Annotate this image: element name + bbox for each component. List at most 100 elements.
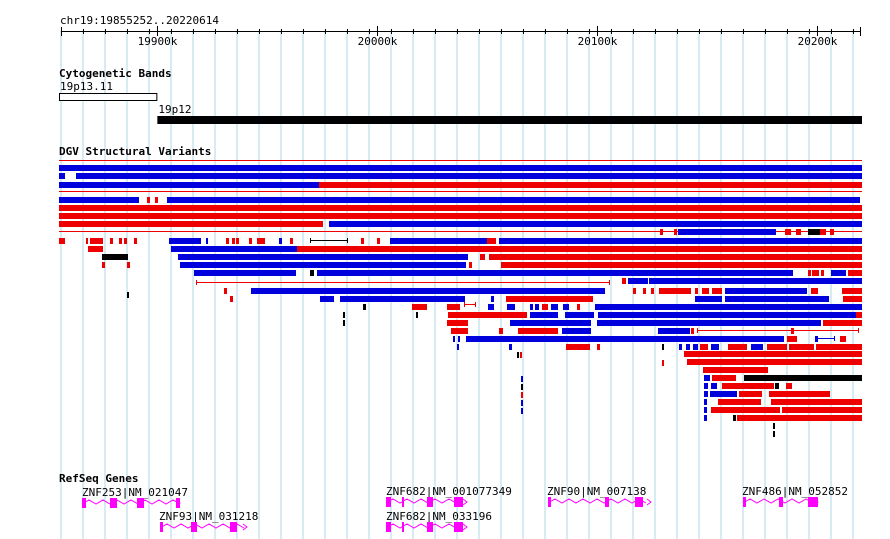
variant-bar[interactable] (595, 304, 862, 310)
variant-bar[interactable] (598, 312, 862, 318)
variant-bar[interactable] (59, 197, 139, 203)
gene-feature[interactable]: ZNF682|NM_001077349 (385, 485, 512, 507)
variant-bar[interactable] (412, 304, 427, 310)
variant-bar[interactable] (457, 344, 459, 350)
cytoband-track[interactable]: 19p13.11 19p12 (0, 80, 890, 125)
variant-bar[interactable] (466, 336, 784, 342)
variant-bar[interactable] (704, 415, 707, 421)
variant-bar[interactable] (808, 229, 820, 235)
variant-bar[interactable] (725, 296, 829, 302)
variant-bar[interactable] (513, 320, 591, 326)
variant-bar[interactable] (488, 304, 494, 310)
variant-bar[interactable] (236, 238, 239, 244)
variant-bar[interactable] (518, 328, 522, 334)
variant-bar[interactable] (786, 383, 792, 389)
variant-bar[interactable] (390, 238, 487, 244)
variant-bar[interactable] (704, 399, 707, 405)
variant-bar[interactable] (643, 288, 646, 294)
variant-bar[interactable] (793, 344, 814, 350)
variant-bar[interactable] (702, 288, 709, 294)
variant-bar[interactable] (319, 182, 862, 188)
variant-bar[interactable] (124, 238, 127, 244)
variant-bar[interactable] (542, 304, 548, 310)
variant-bar[interactable] (769, 391, 830, 397)
variant-bar[interactable] (660, 229, 663, 235)
variant-bar[interactable] (363, 304, 366, 310)
variant-bar[interactable] (662, 360, 664, 366)
variant-bar[interactable] (711, 383, 717, 389)
variant-bar[interactable] (297, 246, 862, 252)
variant-bar[interactable] (155, 197, 158, 203)
variant-bar[interactable] (722, 383, 774, 389)
variant-bar[interactable] (453, 336, 455, 342)
variant-bar[interactable] (110, 238, 113, 244)
variant-bar[interactable] (649, 278, 862, 284)
variant-bar[interactable] (566, 344, 590, 350)
variant-bar[interactable] (703, 367, 768, 373)
variant-bar[interactable] (290, 238, 293, 244)
variant-bar[interactable] (102, 262, 105, 268)
variant-bar[interactable] (521, 400, 523, 406)
variant-bar[interactable] (811, 288, 818, 294)
variant-bar[interactable] (773, 431, 775, 437)
variant-bar[interactable] (224, 288, 227, 294)
gene-feature[interactable]: ZNF90|NM_007138 (547, 485, 652, 507)
gene-feature[interactable]: ZNF682|NM_033196 (385, 510, 492, 532)
variant-bar[interactable] (59, 165, 862, 171)
variant-bar[interactable] (695, 288, 698, 294)
variant-bar[interactable] (194, 270, 296, 276)
variant-bar[interactable] (751, 344, 763, 350)
variant-bar[interactable] (577, 304, 580, 310)
variant-bar[interactable] (565, 312, 594, 318)
variant-bar[interactable] (633, 288, 636, 294)
variant-bar[interactable] (491, 296, 494, 302)
variant-bar[interactable] (704, 375, 710, 381)
variant-bar[interactable] (447, 320, 468, 326)
refseq-genes-track[interactable]: ZNF253|NM_021047 ZNF93|NM_031218 ZNF682|NM… (0, 484, 890, 539)
variant-bar[interactable] (257, 238, 265, 244)
variant-bar[interactable] (487, 238, 496, 244)
cytoband-19p13.11[interactable] (59, 93, 158, 101)
variant-bar[interactable] (169, 238, 201, 244)
variant-bar[interactable] (687, 359, 862, 365)
variant-bar[interactable] (821, 270, 824, 276)
variant-bar[interactable] (59, 173, 65, 179)
variant-bar[interactable] (737, 415, 862, 421)
variant-bar[interactable] (279, 238, 282, 244)
variant-bar[interactable] (743, 270, 793, 276)
variant-bar[interactable] (343, 320, 345, 326)
variant-bar[interactable] (651, 288, 654, 294)
variant-bar[interactable] (711, 407, 780, 413)
variant-bar[interactable] (507, 304, 515, 310)
variant-bar[interactable] (674, 229, 677, 235)
variant-bar[interactable] (521, 408, 523, 414)
variant-bar[interactable] (773, 423, 775, 429)
variant-bar[interactable] (789, 344, 793, 350)
variant-bar[interactable] (522, 328, 558, 334)
dgv-structural-variants-track[interactable] (0, 158, 890, 438)
variant-bar[interactable] (361, 238, 364, 244)
variant-bar[interactable] (775, 383, 779, 389)
variant-bar[interactable] (693, 344, 698, 350)
variant-bar[interactable] (563, 304, 569, 310)
variant-bar[interactable] (704, 407, 707, 413)
variant-bar[interactable] (658, 328, 690, 334)
variant-bar[interactable] (171, 246, 297, 252)
variant-bar[interactable] (521, 376, 523, 382)
variant-bar[interactable] (695, 296, 722, 302)
variant-bar[interactable] (451, 328, 468, 334)
variant-bar[interactable] (535, 304, 539, 310)
variant-bar[interactable] (744, 375, 862, 381)
variant-bar[interactable] (127, 292, 129, 298)
variant-bar[interactable] (712, 375, 736, 381)
variant-bar[interactable] (812, 270, 819, 276)
variant-bar[interactable] (226, 238, 229, 244)
variant-bar[interactable] (517, 352, 519, 358)
variant-bar[interactable] (251, 288, 605, 294)
gene-feature[interactable]: ZNF93|NM_031218 (159, 510, 258, 532)
variant-bar[interactable] (787, 336, 797, 342)
variant-bar[interactable] (796, 229, 801, 235)
variant-bar[interactable] (704, 383, 708, 389)
variant-bar[interactable] (678, 229, 776, 235)
variant-bar[interactable] (329, 221, 862, 227)
